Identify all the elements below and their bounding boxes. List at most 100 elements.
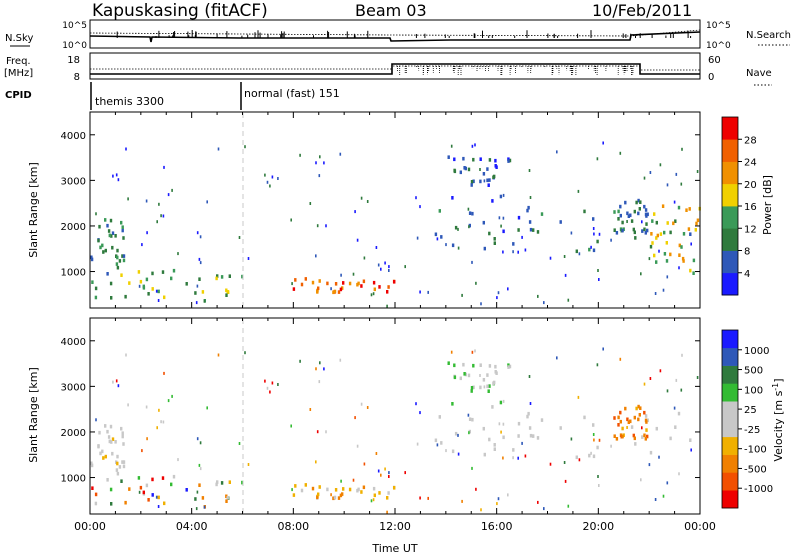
power-cell	[220, 275, 224, 279]
power-cell	[434, 232, 438, 237]
power-ylabel: Slant Range [km]	[27, 162, 40, 258]
velocity-cell	[339, 358, 342, 362]
beam-label: Beam 03	[355, 1, 427, 20]
power-cell	[292, 287, 296, 291]
velocity-cell	[116, 454, 119, 459]
velocity-cell	[386, 510, 388, 514]
power-cell	[512, 250, 514, 254]
power-cell	[532, 228, 535, 232]
power-cell	[138, 284, 141, 288]
velocity-cell	[637, 417, 640, 422]
power-cell	[493, 241, 496, 245]
velocity-ytick-label: 1000	[61, 474, 86, 485]
power-cell	[127, 197, 129, 201]
velocity-cell	[110, 502, 113, 506]
power-cell	[633, 209, 636, 214]
velocity-cell	[292, 493, 296, 497]
power-cell	[155, 289, 158, 293]
power-cell	[106, 272, 109, 276]
velocity-ytick-label: 4000	[61, 337, 86, 348]
power-cell	[145, 199, 148, 203]
velocity-cell	[666, 481, 669, 485]
power-cell	[101, 243, 104, 248]
power-cell	[661, 204, 665, 208]
velocity-ytick-label: 3000	[61, 382, 86, 393]
power-cell	[682, 259, 685, 263]
velocity-cell	[617, 415, 620, 420]
power-cell	[195, 301, 198, 305]
velocity-cell	[125, 353, 127, 357]
velocity-cell	[244, 351, 246, 355]
power-cell	[404, 265, 406, 269]
velocity-colorbar-cell	[722, 330, 738, 349]
velocity-cell	[300, 488, 304, 493]
velocity-colorbar-tick-label: 1000	[744, 346, 769, 357]
velocity-cell	[290, 424, 292, 428]
power-cell	[122, 254, 126, 258]
power-cell	[656, 233, 659, 238]
velocity-ytick-label: 2000	[61, 428, 86, 439]
power-cell	[479, 179, 482, 184]
power-cell	[696, 170, 699, 173]
velocity-colorbar-tick-label: 100	[744, 385, 763, 396]
velocity-cell	[646, 434, 649, 439]
velocity-cell	[357, 487, 360, 492]
velocity-cell	[120, 426, 123, 431]
power-cell	[384, 261, 386, 265]
power-cell	[613, 210, 616, 214]
power-cell	[646, 212, 649, 217]
x-axis-label: Time UT	[371, 542, 417, 554]
power-colorbar: 4 8 12 16 20 24 28 Power [dB]	[721, 116, 774, 296]
velocity-cell	[199, 441, 202, 445]
velocity-cell	[372, 498, 375, 502]
velocity-cell	[377, 469, 380, 473]
velocity-cell	[644, 437, 647, 441]
velocity-cell	[299, 359, 301, 363]
velocity-cell	[629, 419, 632, 424]
power-cell	[653, 212, 656, 216]
velocity-cell	[317, 492, 320, 497]
power-cell	[528, 169, 531, 172]
velocity-cell	[470, 389, 473, 393]
velocity-cell	[206, 406, 208, 410]
power-cell	[678, 253, 681, 257]
noise-tick-right-high: 10^5	[706, 21, 731, 31]
power-x-ticks	[89, 112, 701, 308]
velocity-cell	[362, 485, 366, 490]
power-cell	[543, 301, 545, 305]
power-cell	[141, 243, 143, 247]
power-cell	[387, 285, 390, 289]
power-cell	[198, 277, 201, 281]
velocity-cell	[404, 471, 406, 475]
velocity-cell	[342, 487, 345, 491]
velocity-cell	[104, 454, 107, 459]
cpid-label: CPID	[5, 90, 32, 101]
power-cell	[110, 234, 113, 238]
velocity-colorbar-label-text: Velocity [m s	[772, 390, 785, 461]
power-cell	[309, 202, 312, 205]
velocity-cell	[291, 488, 293, 492]
velocity-cell	[109, 424, 113, 429]
velocity-cell	[323, 367, 325, 371]
velocity-cell	[624, 406, 627, 411]
power-cell	[226, 290, 229, 294]
velocity-cell	[90, 461, 93, 466]
velocity-cell	[108, 439, 111, 444]
power-cell	[319, 155, 321, 159]
power-cell	[300, 282, 304, 287]
power-cell	[196, 231, 199, 235]
velocity-cell	[277, 383, 279, 386]
power-cell	[663, 252, 667, 256]
power-cell	[98, 224, 101, 229]
velocity-cell	[615, 437, 619, 441]
velocity-cell	[494, 364, 497, 369]
power-cell	[468, 223, 471, 228]
velocity-cell	[225, 494, 228, 499]
power-cell	[225, 293, 228, 297]
power-cell	[363, 256, 366, 260]
power-cell	[170, 276, 173, 281]
power-cell	[482, 220, 485, 225]
velocity-cell	[592, 454, 596, 459]
velocity-cell	[644, 414, 648, 418]
velocity-x-ticks: 00:00 04:00 08:00 12:00 16:00 20:00 00:00	[74, 318, 716, 533]
